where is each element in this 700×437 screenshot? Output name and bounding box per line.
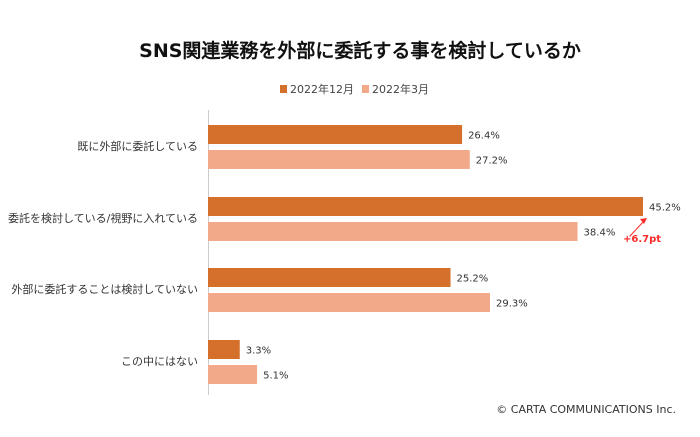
data-label: 26.4% xyxy=(468,131,500,142)
category-label: 委託を検討している/視野に入れている xyxy=(8,211,198,225)
legend-label-mar: 2022年3月 xyxy=(372,82,429,96)
category-label: この中にはない xyxy=(121,355,198,368)
annotation-arrow xyxy=(629,220,645,237)
legend: 2022年12月 2022年3月 xyxy=(280,82,429,96)
bar xyxy=(208,150,470,169)
bar xyxy=(208,268,451,287)
bar xyxy=(208,125,463,144)
data-label: 45.2% xyxy=(649,203,681,214)
legend-swatch-mar xyxy=(362,85,369,93)
bar xyxy=(208,365,258,384)
legend-label-dec: 2022年12月 xyxy=(290,82,354,96)
data-label: 5.1% xyxy=(263,371,288,382)
bar xyxy=(208,197,643,216)
legend-swatch-dec xyxy=(280,85,287,93)
bar xyxy=(208,293,490,312)
data-label: 27.2% xyxy=(476,156,508,167)
category-label: 外部に委託することは検討していない xyxy=(11,282,198,296)
annotation-label: +6.7pt xyxy=(623,234,661,245)
chart-title: SNS関連業務を外部に委託する事を検討しているか xyxy=(139,39,581,62)
bar xyxy=(208,340,240,359)
category-label: 既に外部に委託している xyxy=(77,139,198,153)
data-label: 25.2% xyxy=(457,274,489,285)
data-label: 29.3% xyxy=(496,299,528,310)
data-label: 3.3% xyxy=(246,346,271,357)
data-label: 38.4% xyxy=(584,228,616,239)
bar xyxy=(208,222,578,241)
arrow-head-icon xyxy=(640,218,647,224)
copyright: © CARTA COMMUNICATIONS Inc. xyxy=(496,403,676,416)
